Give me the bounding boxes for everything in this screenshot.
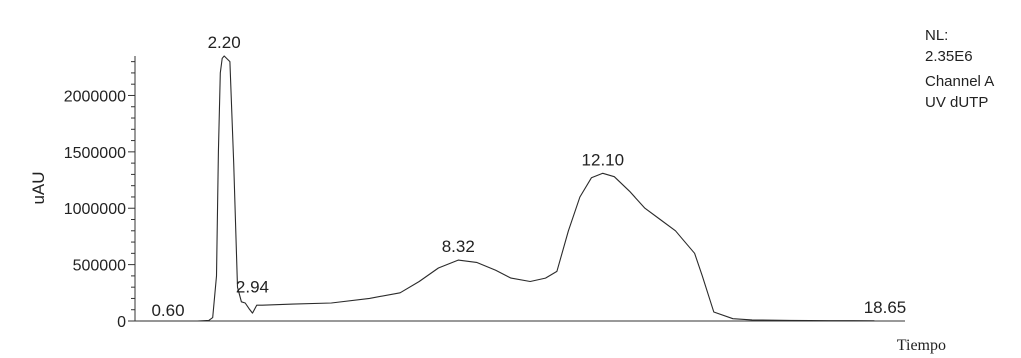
peak-label: 0.60 xyxy=(151,301,184,320)
y-axis-label: uAU xyxy=(29,171,48,204)
info-line-channel: Channel A xyxy=(925,73,994,90)
peak-label: 12.10 xyxy=(582,150,625,169)
peak-label: 2.94 xyxy=(236,278,269,297)
y-tick-label: 500000 xyxy=(73,258,126,275)
peak-label: 2.20 xyxy=(208,33,241,52)
peak-label-layer: 2.20 2.94 8.32 12.10 0.60 18.65 xyxy=(151,33,906,320)
peak-label: 18.65 xyxy=(864,298,907,317)
y-tick-label: 0 xyxy=(117,314,126,331)
y-tick-label: 2000000 xyxy=(64,88,126,105)
peak-label: 8.32 xyxy=(442,237,475,256)
tick-layer: 0 500000 1000000 1500000 2000000 xyxy=(64,61,135,331)
info-line-scale: 2.35E6 xyxy=(925,48,973,65)
x-axis-label: Tiempo xyxy=(897,337,946,354)
series-layer xyxy=(140,55,875,322)
info-line-nl: NL: xyxy=(925,27,948,44)
y-tick-label: 1000000 xyxy=(64,201,126,218)
axis-layer xyxy=(134,56,905,322)
series-line-0 xyxy=(140,55,875,322)
y-tick-label: 1500000 xyxy=(64,145,126,162)
info-line-detector: UV dUTP xyxy=(925,94,988,111)
